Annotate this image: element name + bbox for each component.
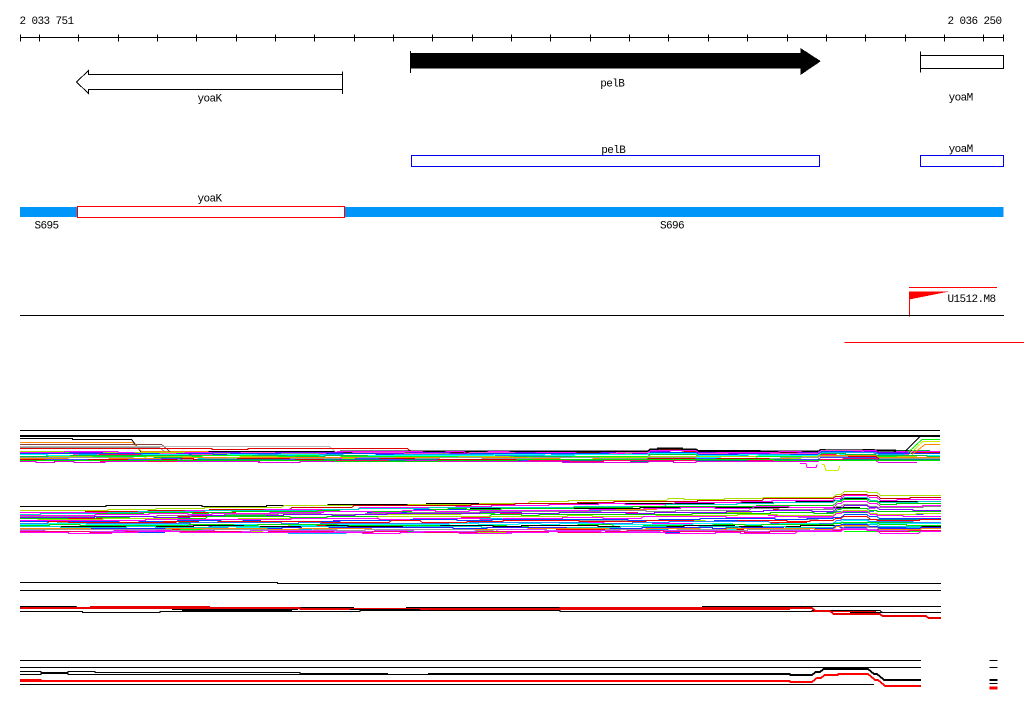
- svg-text:yoaM: yoaM: [949, 93, 973, 105]
- svg-text:U1512.M8: U1512.M8: [948, 294, 996, 306]
- svg-text:yoaK: yoaK: [197, 194, 222, 206]
- svg-text:S696: S696: [660, 220, 684, 232]
- svg-text:pelB: pelB: [600, 79, 625, 91]
- svg-text:2 036 250: 2 036 250: [948, 16, 1002, 28]
- svg-text:2 033 751: 2 033 751: [20, 16, 75, 28]
- svg-text:yoaK: yoaK: [197, 94, 222, 106]
- svg-text:S695: S695: [35, 220, 59, 232]
- svg-text:yoaM: yoaM: [949, 144, 973, 156]
- svg-text:pelB: pelB: [601, 145, 626, 157]
